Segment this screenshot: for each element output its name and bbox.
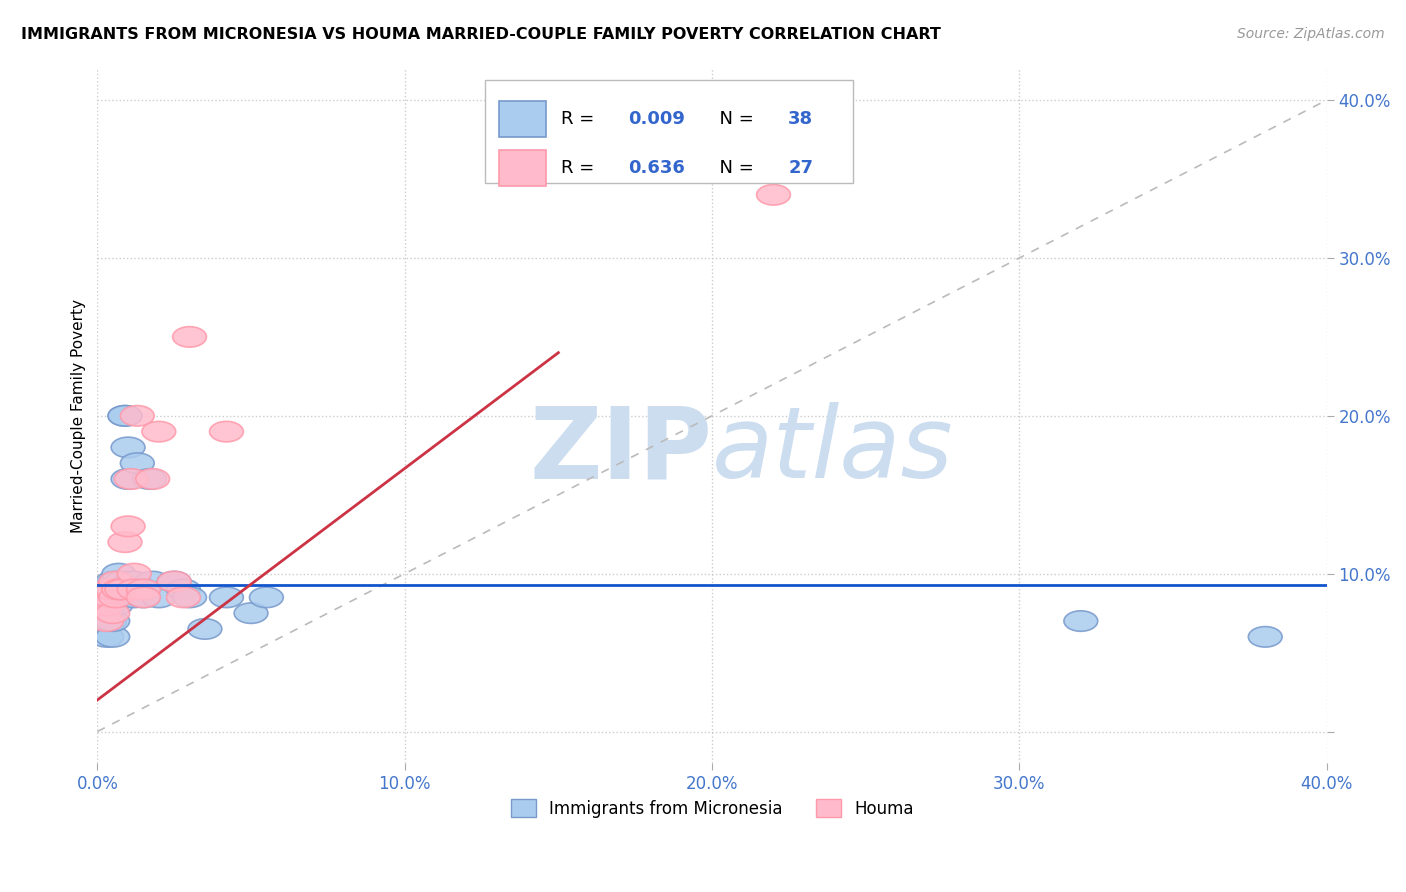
Text: R =: R = bbox=[561, 159, 600, 177]
Ellipse shape bbox=[96, 603, 129, 624]
Ellipse shape bbox=[142, 587, 176, 607]
Text: N =: N = bbox=[709, 159, 759, 177]
Text: N =: N = bbox=[709, 111, 759, 128]
Ellipse shape bbox=[127, 579, 160, 599]
Ellipse shape bbox=[96, 611, 129, 632]
Text: R =: R = bbox=[561, 111, 600, 128]
Ellipse shape bbox=[235, 603, 269, 624]
Ellipse shape bbox=[1249, 626, 1282, 647]
Ellipse shape bbox=[96, 571, 129, 592]
Ellipse shape bbox=[127, 587, 160, 607]
Ellipse shape bbox=[96, 579, 129, 599]
Ellipse shape bbox=[157, 571, 191, 592]
Ellipse shape bbox=[90, 579, 124, 599]
Ellipse shape bbox=[93, 579, 127, 599]
Ellipse shape bbox=[83, 595, 117, 615]
Y-axis label: Married-Couple Family Poverty: Married-Couple Family Poverty bbox=[72, 299, 86, 533]
Ellipse shape bbox=[93, 595, 127, 615]
Ellipse shape bbox=[103, 571, 136, 592]
Ellipse shape bbox=[209, 421, 243, 442]
Ellipse shape bbox=[90, 595, 124, 615]
Ellipse shape bbox=[114, 571, 148, 592]
Ellipse shape bbox=[98, 595, 132, 615]
Ellipse shape bbox=[87, 611, 121, 632]
Ellipse shape bbox=[90, 611, 124, 632]
Ellipse shape bbox=[93, 587, 127, 607]
Ellipse shape bbox=[87, 611, 121, 632]
Text: 38: 38 bbox=[789, 111, 813, 128]
Ellipse shape bbox=[87, 587, 121, 607]
Ellipse shape bbox=[209, 587, 243, 607]
Text: IMMIGRANTS FROM MICRONESIA VS HOUMA MARRIED-COUPLE FAMILY POVERTY CORRELATION CH: IMMIGRANTS FROM MICRONESIA VS HOUMA MARR… bbox=[21, 27, 941, 42]
Ellipse shape bbox=[96, 626, 129, 647]
Ellipse shape bbox=[93, 611, 127, 632]
Ellipse shape bbox=[103, 564, 136, 584]
Ellipse shape bbox=[111, 468, 145, 489]
FancyBboxPatch shape bbox=[499, 102, 546, 137]
Text: 0.636: 0.636 bbox=[628, 159, 685, 177]
Ellipse shape bbox=[136, 571, 170, 592]
Ellipse shape bbox=[90, 626, 124, 647]
Ellipse shape bbox=[127, 579, 160, 599]
Ellipse shape bbox=[98, 571, 132, 592]
Text: 0.009: 0.009 bbox=[628, 111, 685, 128]
Ellipse shape bbox=[136, 468, 170, 489]
Ellipse shape bbox=[121, 453, 155, 474]
Ellipse shape bbox=[98, 587, 132, 607]
Ellipse shape bbox=[117, 571, 150, 592]
Ellipse shape bbox=[188, 619, 222, 640]
Ellipse shape bbox=[157, 571, 191, 592]
Ellipse shape bbox=[166, 587, 200, 607]
Ellipse shape bbox=[173, 326, 207, 347]
Ellipse shape bbox=[756, 185, 790, 205]
Ellipse shape bbox=[105, 579, 139, 599]
Ellipse shape bbox=[111, 516, 145, 537]
Ellipse shape bbox=[117, 564, 150, 584]
Ellipse shape bbox=[108, 406, 142, 426]
Ellipse shape bbox=[117, 579, 150, 599]
Ellipse shape bbox=[98, 571, 132, 592]
Ellipse shape bbox=[103, 579, 136, 599]
Text: ZIP: ZIP bbox=[529, 402, 711, 499]
Text: 27: 27 bbox=[789, 159, 813, 177]
Ellipse shape bbox=[249, 587, 283, 607]
Ellipse shape bbox=[121, 406, 155, 426]
Ellipse shape bbox=[127, 587, 160, 607]
Ellipse shape bbox=[108, 532, 142, 552]
Ellipse shape bbox=[142, 421, 176, 442]
Legend: Immigrants from Micronesia, Houma: Immigrants from Micronesia, Houma bbox=[503, 793, 920, 824]
Ellipse shape bbox=[132, 468, 166, 489]
Text: atlas: atlas bbox=[711, 402, 953, 499]
Ellipse shape bbox=[108, 406, 142, 426]
FancyBboxPatch shape bbox=[485, 80, 853, 183]
Ellipse shape bbox=[173, 587, 207, 607]
Ellipse shape bbox=[166, 579, 200, 599]
Ellipse shape bbox=[111, 437, 145, 458]
Ellipse shape bbox=[83, 595, 117, 615]
Ellipse shape bbox=[114, 468, 148, 489]
Ellipse shape bbox=[105, 571, 139, 592]
Ellipse shape bbox=[1064, 611, 1098, 632]
Text: Source: ZipAtlas.com: Source: ZipAtlas.com bbox=[1237, 27, 1385, 41]
Ellipse shape bbox=[117, 587, 150, 607]
Ellipse shape bbox=[90, 611, 124, 632]
FancyBboxPatch shape bbox=[499, 150, 546, 186]
